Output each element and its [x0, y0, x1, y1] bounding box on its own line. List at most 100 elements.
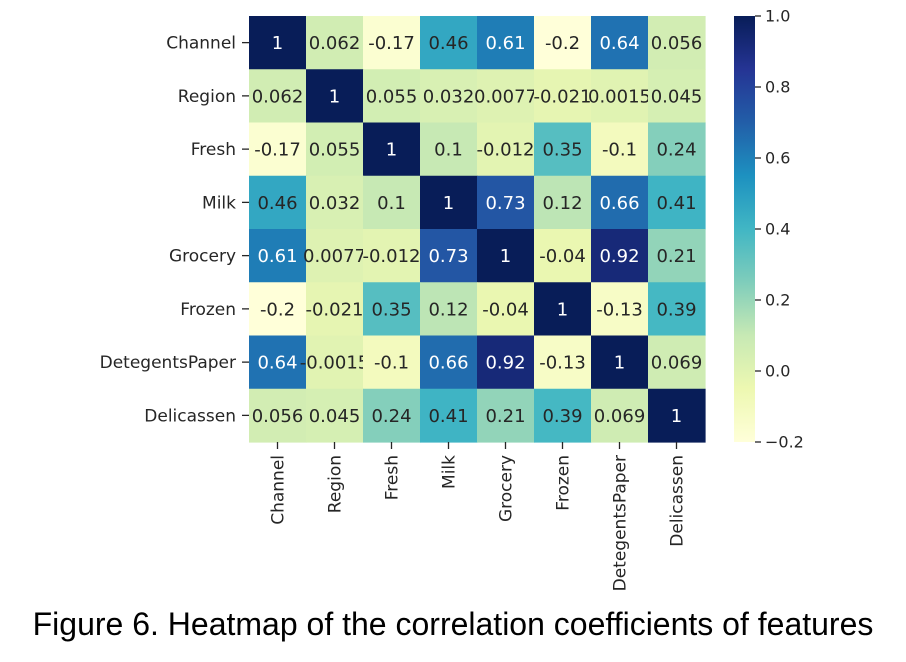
heatmap-cell — [591, 282, 649, 337]
heatmap-cell — [249, 16, 307, 70]
heatmap-cell — [534, 69, 592, 124]
x-tick-label: DetegentsPaper — [611, 455, 631, 591]
heatmap-cell — [534, 335, 592, 390]
heatmap-cell — [363, 282, 421, 337]
cell-value-label: -0.0015 — [300, 353, 369, 374]
cell-value-label: 0.35 — [542, 140, 582, 161]
heatmap-cell — [591, 122, 649, 177]
heatmap-cell — [648, 388, 706, 443]
cell-value-label: 0.062 — [309, 33, 361, 54]
cell-value-label: 0.64 — [599, 33, 639, 54]
cell-value-label: -0.012 — [362, 246, 420, 267]
heatmap-cell — [477, 388, 535, 443]
heatmap-cell — [249, 282, 307, 337]
figure-caption: Figure 6. Heatmap of the correlation coe… — [32, 606, 874, 642]
colorbar-tick-label: −0.2 — [765, 433, 804, 452]
cell-value-label: -0.17 — [368, 33, 415, 54]
heatmap-cell — [249, 175, 307, 230]
cell-value-label: 0.61 — [485, 33, 525, 54]
cell-value-label: 0.12 — [542, 193, 582, 214]
heatmap-cell — [249, 229, 307, 283]
cell-value-label: 0.056 — [651, 33, 703, 54]
cell-value-label: 0.24 — [371, 406, 411, 427]
heatmap-cell — [306, 122, 364, 177]
cell-value-label: 1 — [443, 193, 454, 214]
heatmap-cell — [306, 69, 364, 124]
heatmap-cell — [591, 388, 649, 443]
cell-value-label: 0.24 — [656, 140, 696, 161]
x-tick-label: Milk — [440, 455, 460, 489]
heatmap-cell — [648, 122, 706, 177]
cell-value-label: 1 — [614, 353, 625, 374]
heatmap-cell — [648, 69, 706, 124]
x-axis-ticks: Channel Region Fresh Milk Grocery Frozen Deteg… — [269, 442, 688, 591]
cell-value-label: 0.045 — [651, 86, 703, 107]
cell-value-label: -0.13 — [596, 299, 643, 320]
x-tick-label: Frozen — [554, 455, 574, 511]
cell-value-label: 0.92 — [599, 246, 639, 267]
heatmap-cell — [534, 16, 592, 70]
cell-value-label: 1 — [500, 246, 511, 267]
heatmap-cell — [249, 122, 307, 177]
cell-value-label: 0.0077 — [303, 246, 366, 267]
cell-value-label: 0.062 — [252, 86, 304, 107]
cell-value-label: -0.021 — [533, 86, 591, 107]
y-tick-label: Fresh — [191, 140, 236, 160]
cell-value-label: 0.41 — [428, 406, 468, 427]
cell-value-label: 0.66 — [428, 353, 468, 374]
cell-value-label: 1 — [671, 406, 682, 427]
cell-value-label: 1 — [386, 140, 397, 161]
cell-value-label: 0.0015 — [588, 86, 651, 107]
heatmap-cell — [534, 175, 592, 230]
cell-value-label: -0.2 — [545, 33, 580, 54]
heatmap-cell — [591, 335, 649, 390]
heatmap-cell — [648, 175, 706, 230]
heatmap-cell — [363, 229, 421, 283]
heatmap-cell — [306, 175, 364, 230]
cell-value-label: 0.39 — [542, 406, 582, 427]
cell-value-label: -0.17 — [254, 140, 301, 161]
heatmap-cell — [420, 122, 478, 177]
cell-value-label: 0.64 — [257, 353, 297, 374]
heatmap-cell — [477, 335, 535, 390]
heatmap-cell — [477, 175, 535, 230]
cell-value-label: 0.055 — [309, 140, 361, 161]
heatmap-cell — [249, 335, 307, 390]
cell-value-label: 0.73 — [428, 246, 468, 267]
cell-value-label: 1 — [557, 299, 568, 320]
heatmap-cell — [306, 388, 364, 443]
heatmap-cell — [534, 122, 592, 177]
cell-value-label: 0.032 — [423, 86, 475, 107]
y-tick-label: Channel — [166, 34, 236, 54]
cell-value-label: 0.056 — [252, 406, 304, 427]
y-tick-label: Milk — [202, 193, 236, 213]
cell-value-label: 0.46 — [257, 193, 297, 214]
cell-value-label: -0.012 — [476, 140, 534, 161]
cell-value-label: 0.069 — [594, 406, 646, 427]
x-tick-label: Region — [326, 455, 346, 513]
colorbar-tick-label: 0.6 — [765, 149, 790, 168]
colorbar-tick-label: 0.0 — [765, 362, 790, 381]
cell-value-label: 0.032 — [309, 193, 361, 214]
cell-value-label: 0.21 — [485, 406, 525, 427]
heatmap-cell — [591, 16, 649, 70]
heatmap-cell — [477, 69, 535, 124]
heatmap-cell — [477, 16, 535, 70]
cell-value-label: -0.13 — [539, 353, 586, 374]
cell-value-label: 0.35 — [371, 299, 411, 320]
heatmap-cell — [249, 69, 307, 124]
colorbar-tick-label: 0.2 — [765, 291, 790, 310]
x-tick-label: Channel — [269, 455, 289, 525]
heatmap-cell — [534, 229, 592, 283]
cell-value-label: 0.92 — [485, 353, 525, 374]
heatmap-cell — [420, 335, 478, 390]
x-tick-label: Delicassen — [668, 455, 688, 547]
colorbar: 1.0 0.8 0.6 0.4 0.2 0.0 −0.2 — [734, 7, 804, 452]
heatmap-cell — [591, 69, 649, 124]
y-tick-label: DetegentsPaper — [100, 353, 236, 373]
heatmap-cell — [420, 388, 478, 443]
heatmap-cell — [591, 229, 649, 283]
heatmap-cell — [648, 335, 706, 390]
heatmap-cell — [648, 229, 706, 283]
